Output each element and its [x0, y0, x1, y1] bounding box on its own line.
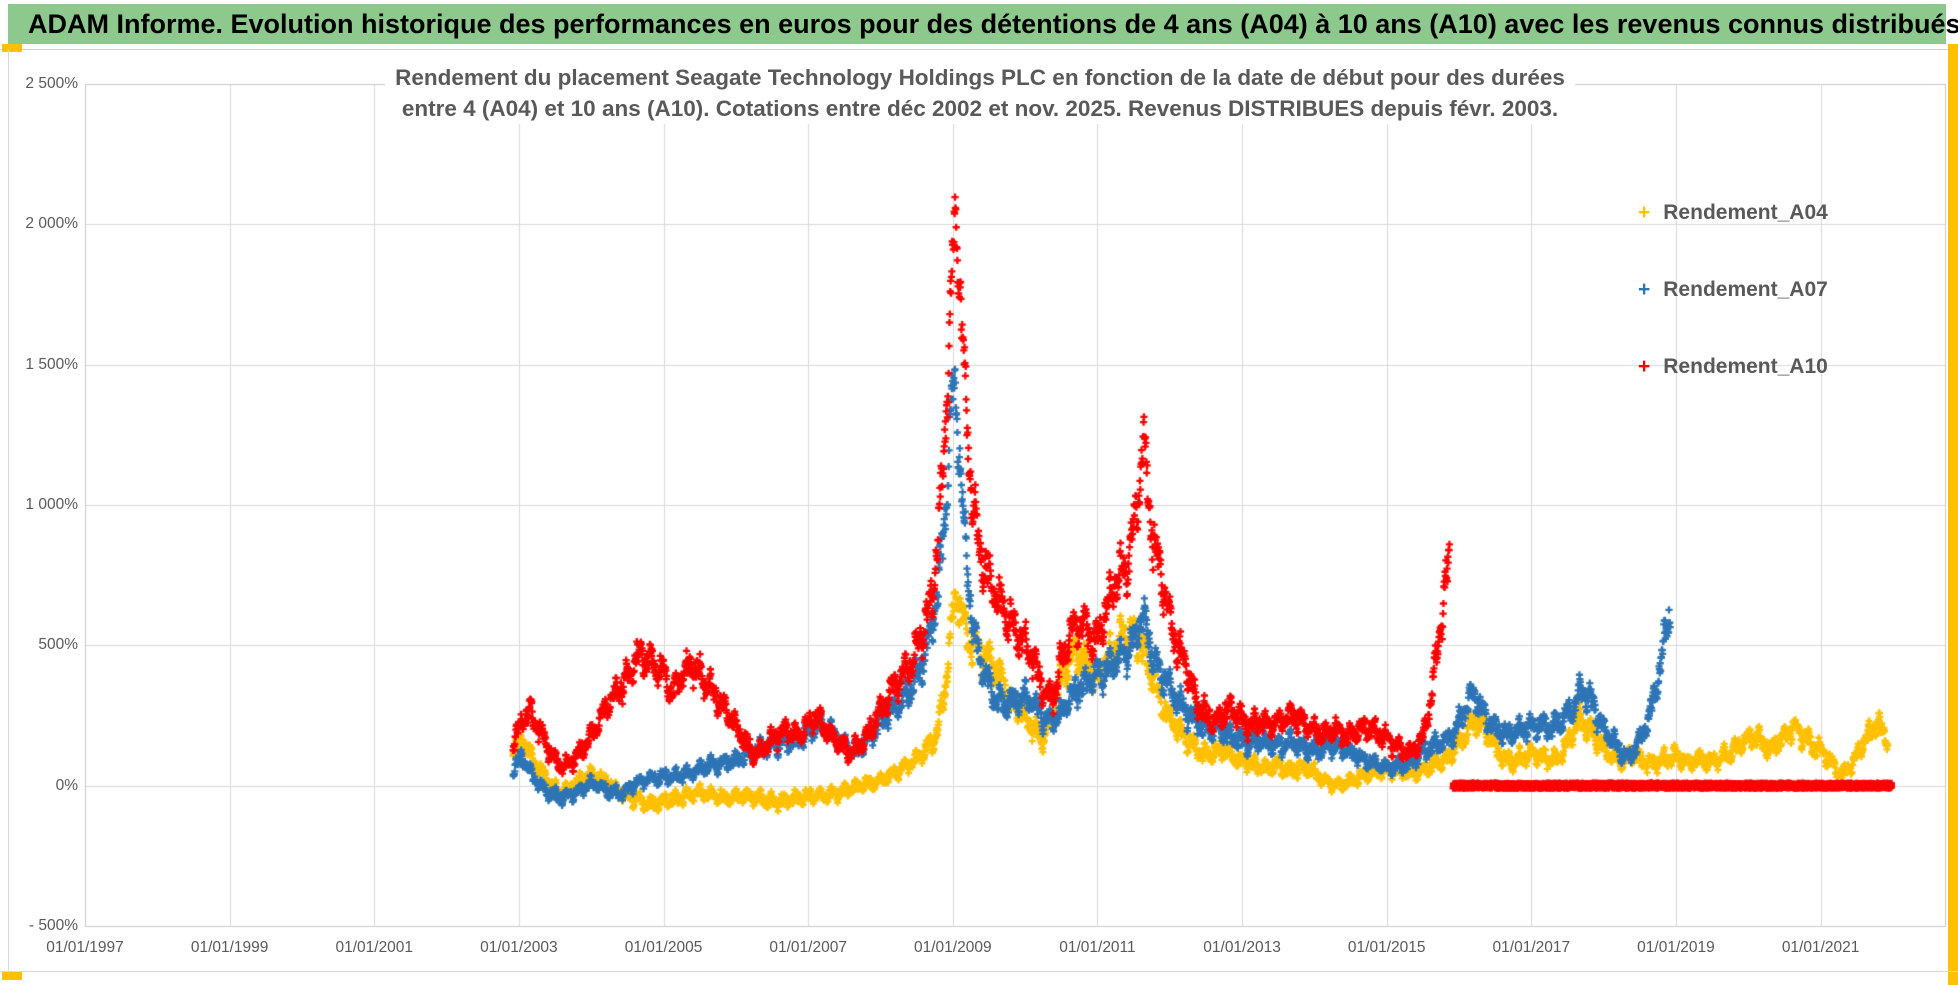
chart-title-line2: entre 4 (A04) et 10 ans (A10). Cotations…	[401, 96, 1559, 121]
plus-marker-icon: +	[1638, 355, 1651, 378]
x-axis-tick-label: 01/01/2017	[1492, 939, 1571, 956]
y-axis-tick-label: 0%	[55, 776, 78, 794]
y-axis-tick-label: - 500%	[28, 917, 78, 934]
y-axis-tick-label: 2 500%	[25, 75, 78, 92]
legend-label: Rendement_A10	[1663, 355, 1828, 378]
x-axis-tick-label: 01/01/1999	[190, 939, 269, 956]
chart-title: Rendement du placement Seagate Technolog…	[385, 62, 1575, 124]
x-axis-tick-label: 01/01/2009	[914, 939, 992, 956]
y-axis-tick-label: 500%	[38, 636, 78, 654]
legend-label: Rendement_A07	[1663, 278, 1828, 301]
y-axis-tick-label: 1 500%	[25, 355, 78, 373]
x-axis-tick-label: 01/01/2001	[335, 939, 414, 956]
y-axis-tick-label: 1 000%	[25, 496, 78, 513]
legend-item-a10[interactable]: + Rendement_A10	[1638, 354, 1828, 380]
legend-item-a04[interactable]: + Rendement_A04	[1638, 200, 1828, 226]
x-axis-tick-label: 01/01/1997	[46, 939, 124, 956]
x-axis-tick-label: 01/01/2003	[480, 939, 558, 956]
x-axis-tick-label: 01/01/2005	[624, 939, 703, 956]
plus-marker-icon: +	[1638, 201, 1651, 224]
x-axis-tick-label: 01/01/2015	[1347, 939, 1426, 956]
x-axis-tick-label: 01/01/2011	[1059, 939, 1136, 956]
y-axis-tick-label: 2 000%	[25, 215, 78, 233]
plus-marker-icon: +	[1638, 278, 1651, 301]
legend-item-a07[interactable]: + Rendement_A07	[1638, 277, 1828, 303]
chart-title-line1: Rendement du placement Seagate Technolog…	[395, 65, 1565, 90]
x-axis-tick-label: 01/01/2013	[1203, 939, 1281, 956]
x-axis-tick-label: 01/01/2021	[1781, 939, 1860, 956]
x-axis-tick-label: 01/01/2019	[1637, 939, 1715, 956]
x-axis-tick-label: 01/01/2007	[769, 939, 847, 956]
legend-label: Rendement_A04	[1663, 201, 1828, 224]
